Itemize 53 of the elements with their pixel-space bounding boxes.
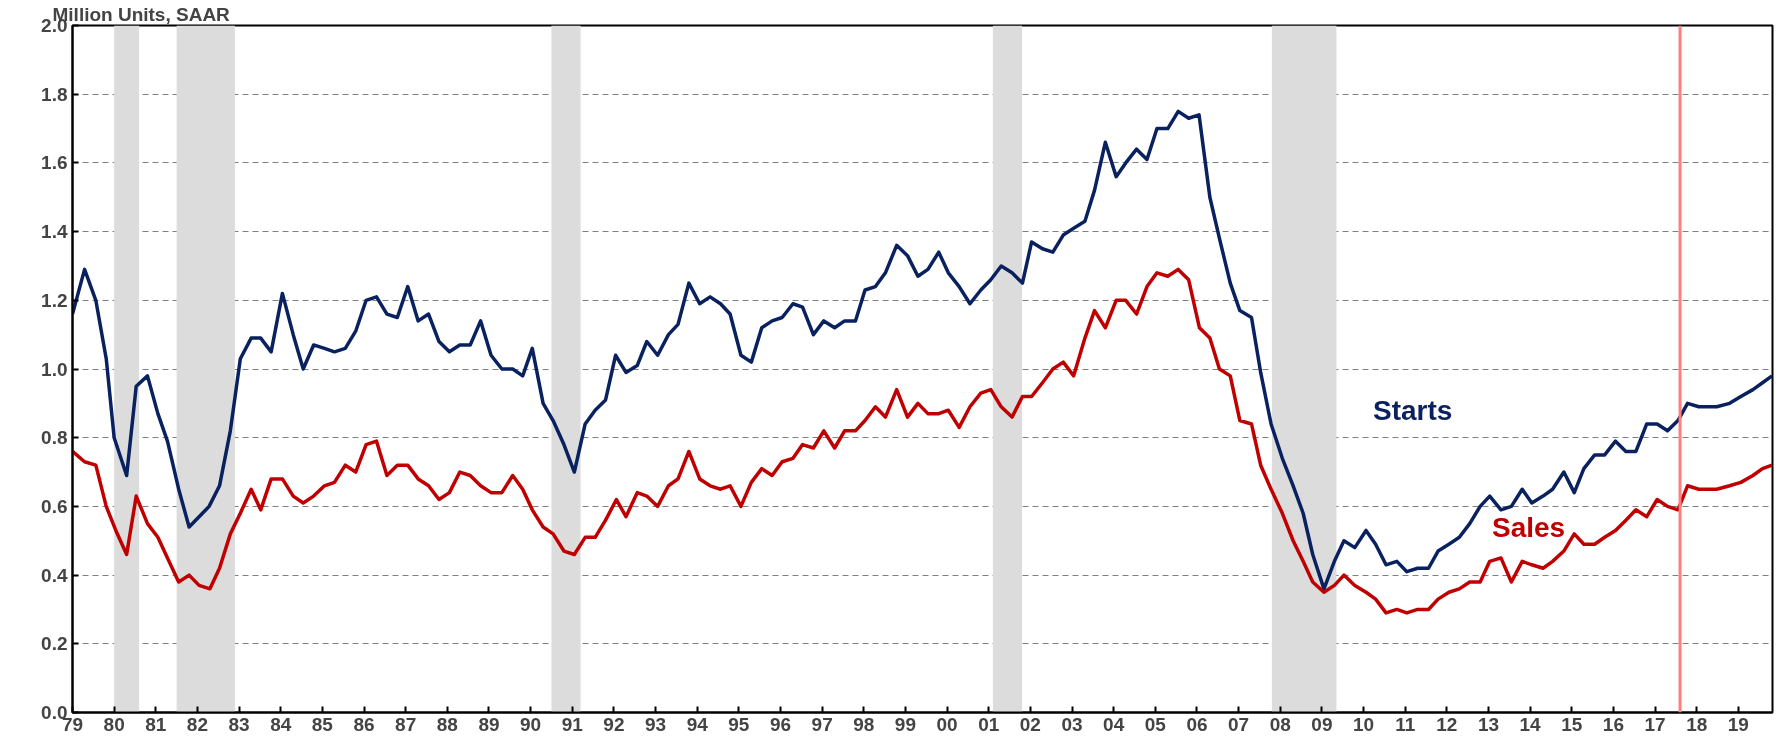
x-tick-label: 81 [145, 713, 167, 735]
x-tick-label: 16 [1602, 713, 1624, 735]
series-label: Sales [1492, 511, 1566, 543]
y-tick-label: 0.2 [41, 633, 68, 655]
y-tick-label: 1.6 [41, 152, 68, 174]
x-tick-label: 15 [1561, 713, 1583, 735]
x-tick-label: 82 [186, 713, 209, 735]
line-series [72, 109, 1773, 591]
y-tick-label: 1.0 [41, 358, 68, 380]
x-tick-label: 85 [311, 713, 334, 735]
x-tick-label: 07 [1228, 713, 1250, 735]
y-tick-label: 0.6 [41, 495, 68, 517]
text: Starts [1373, 394, 1453, 426]
x-tick-label: 98 [853, 713, 875, 735]
line-series [72, 267, 1773, 615]
x-tick-label: 89 [478, 713, 500, 735]
x-tick-label: 13 [1477, 713, 1500, 735]
x-tick-label: 14 [1519, 713, 1542, 735]
x-tick-label: 88 [436, 713, 458, 735]
y-tick-label: 1.8 [41, 83, 68, 105]
y-tick-label: 0.8 [41, 427, 68, 449]
x-tick-label: 86 [353, 713, 375, 735]
x-tick-label: 80 [103, 713, 125, 735]
x-tick-label: 93 [644, 713, 667, 735]
x-tick-label: 03 [1061, 713, 1083, 735]
y-tick-label: 1.2 [41, 289, 68, 311]
x-tick-label: 92 [603, 713, 625, 735]
x-tick-label: 02 [1019, 713, 1041, 735]
x-tick-label: 10 [1352, 713, 1375, 735]
x-tick-label: 08 [1269, 713, 1291, 735]
y-tick-label: 1.4 [41, 221, 68, 243]
x-tick-label: 84 [270, 713, 292, 735]
x-tick-label: 17 [1644, 713, 1666, 735]
x-tick-label: 94 [686, 713, 709, 735]
x-tick-label: 90 [520, 713, 542, 735]
x-tick-label: 04 [1103, 713, 1125, 735]
x-tick-label: 01 [978, 713, 1000, 735]
x-tick-label: 91 [561, 713, 584, 735]
x-tick-label: 83 [228, 713, 250, 735]
x-tick-label: 99 [894, 713, 916, 735]
y-tick-label: 0.4 [41, 564, 68, 586]
x-tick-label: 11 [1395, 713, 1416, 735]
x-tick-label: 12 [1436, 713, 1458, 735]
x-tick-label: 18 [1686, 713, 1708, 735]
x-tick-label: 06 [1186, 713, 1208, 735]
x-tick-label: 05 [1144, 713, 1167, 735]
x-tick-label: 00 [936, 713, 958, 735]
x-tick-label: 97 [811, 713, 833, 735]
x-tick-label: 95 [728, 713, 750, 735]
x-tick-label: 19 [1727, 713, 1749, 735]
x-tick-label: 87 [395, 713, 417, 735]
x-tick-label: 09 [1311, 713, 1333, 735]
x-tick-label: 96 [769, 713, 792, 735]
